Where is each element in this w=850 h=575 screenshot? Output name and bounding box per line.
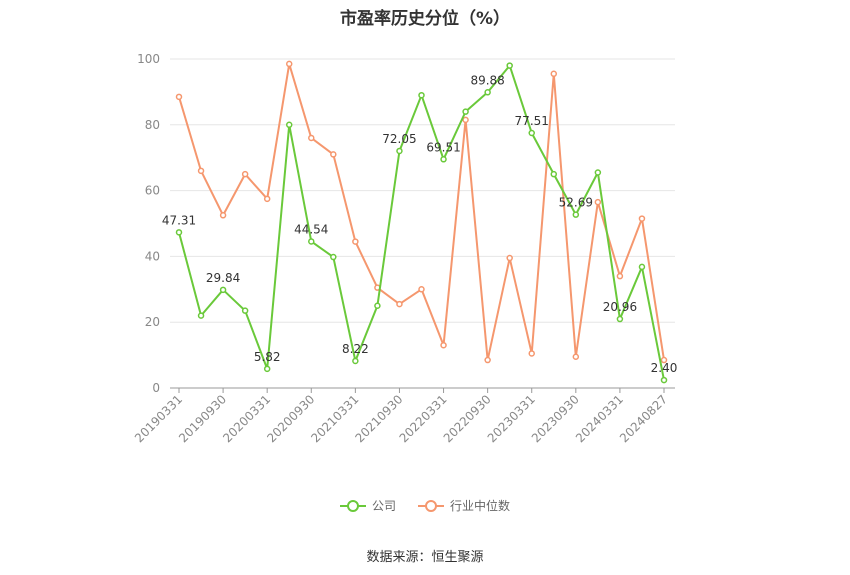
company-point [219, 286, 227, 294]
company-point [374, 302, 381, 309]
company-data-label: 2.40 [651, 361, 678, 375]
industry-point [219, 212, 227, 219]
industry-point [330, 151, 337, 158]
industry-point [352, 238, 359, 245]
legend-item-industry[interactable]: 行业中位数 [418, 497, 510, 514]
company-point [197, 312, 205, 319]
company-point [440, 156, 447, 163]
industry-point [616, 272, 624, 280]
company-data-label: 29.84 [206, 271, 240, 285]
company-data-label: 8.22 [342, 342, 369, 356]
industry-point [550, 70, 558, 78]
company-point [308, 238, 315, 245]
x-tick-label: 20240827 [617, 392, 670, 445]
industry-point [572, 353, 580, 360]
company-point [528, 129, 535, 137]
y-tick-label: 60 [145, 184, 160, 198]
company-point [285, 121, 293, 129]
industry-series-line [178, 62, 665, 362]
industry-point [285, 60, 293, 68]
industry-point [528, 350, 535, 357]
industry-point [660, 356, 668, 364]
company-point [484, 89, 491, 96]
company-point [616, 315, 624, 323]
y-tick-label: 40 [145, 249, 160, 263]
industry-point [197, 167, 205, 175]
company-point [418, 91, 425, 99]
company-point [330, 253, 337, 261]
legend-company-label: 公司 [371, 499, 396, 513]
company-point [506, 62, 513, 69]
legend-item-company[interactable]: 公司 [339, 497, 396, 514]
data-source-note: 数据来源：恒生聚源 [366, 550, 484, 565]
company-data-label: 5.82 [254, 350, 281, 364]
industry-point [462, 116, 469, 124]
company-point [550, 170, 558, 178]
company-point [462, 108, 469, 115]
legend-industry-marker-icon [418, 499, 444, 513]
legend-company-marker-icon [339, 499, 366, 513]
company-data-label: 44.54 [294, 222, 328, 236]
company-point [263, 365, 271, 373]
company-data-label: 72.05 [382, 132, 416, 146]
company-data-label: 47.31 [162, 213, 196, 227]
y-tick-label: 100 [137, 52, 160, 66]
company-series-line [178, 64, 665, 381]
company-point [241, 307, 249, 314]
company-point [352, 357, 359, 365]
legend: 公司 行业中位数 [0, 497, 850, 514]
industry-point [263, 195, 271, 203]
company-data-label: 89.88 [470, 73, 504, 87]
company-data-label: 20.96 [603, 300, 637, 314]
company-point [638, 263, 646, 271]
chart-title: 市盈率历史分位（%） [339, 9, 511, 29]
industry-point [484, 356, 491, 364]
industry-point [418, 286, 425, 293]
industry-point [506, 254, 513, 262]
y-tick-label: 0 [152, 381, 160, 395]
industry-point [594, 198, 602, 206]
industry-point [638, 215, 646, 222]
company-data-label: 69.51 [426, 140, 460, 154]
y-tick-label: 80 [145, 118, 160, 132]
company-point [594, 169, 602, 176]
company-point [572, 211, 580, 218]
industry-point [308, 134, 315, 142]
y-tick-label: 20 [145, 315, 160, 329]
company-point [660, 376, 668, 384]
industry-point [175, 93, 183, 101]
company-point [396, 147, 403, 155]
legend-industry-label: 行业中位数 [450, 499, 511, 513]
industry-point [440, 341, 447, 349]
industry-point [241, 170, 249, 178]
company-data-label: 77.51 [515, 114, 549, 128]
company-data-label: 52.69 [559, 196, 593, 210]
industry-point [396, 300, 403, 308]
company-point [175, 229, 183, 236]
